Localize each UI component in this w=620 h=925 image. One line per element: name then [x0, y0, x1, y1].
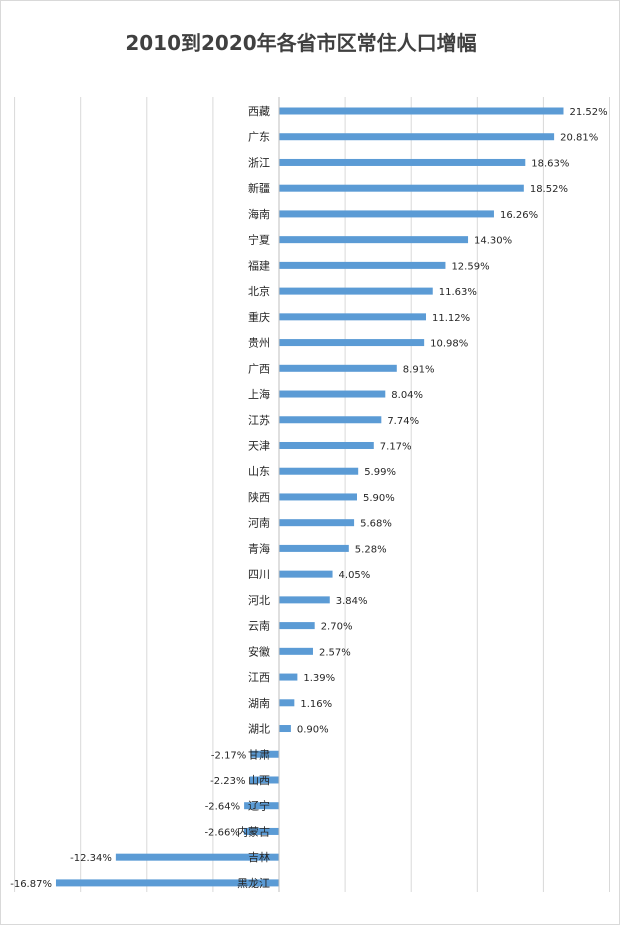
bar	[279, 287, 433, 295]
data-label: 2.57%	[319, 647, 351, 658]
data-label: 2.70%	[321, 622, 353, 633]
bar	[279, 519, 355, 527]
data-label: 7.17%	[380, 441, 412, 452]
bar	[279, 364, 397, 372]
bar	[279, 184, 524, 192]
data-label: 10.98%	[430, 339, 468, 350]
bar	[279, 158, 526, 166]
data-label: 5.99%	[364, 467, 396, 478]
data-label: 0.90%	[297, 725, 329, 736]
data-label: 1.39%	[303, 673, 335, 684]
bar	[279, 133, 555, 141]
bar	[279, 313, 427, 321]
bar	[279, 236, 469, 244]
data-label: -2.17%	[211, 750, 246, 761]
category-label: 内蒙古	[237, 824, 270, 838]
data-label: 1.16%	[300, 699, 332, 710]
data-label: 5.90%	[363, 493, 395, 504]
bar	[249, 776, 279, 784]
bar	[279, 107, 564, 115]
category-label: 山东	[248, 465, 270, 478]
data-label: 4.05%	[339, 570, 371, 581]
data-label: -16.87%	[10, 879, 52, 890]
bar	[279, 390, 386, 398]
data-label: 20.81%	[560, 133, 598, 144]
data-label: 18.52%	[530, 184, 568, 195]
data-label: 7.74%	[387, 416, 419, 427]
bar	[279, 596, 330, 604]
category-label: 贵州	[248, 337, 270, 350]
data-label: 8.04%	[391, 390, 423, 401]
bar	[279, 699, 295, 707]
category-label: 甘肃	[248, 748, 270, 761]
bar	[115, 853, 279, 861]
bar	[279, 544, 349, 552]
bar	[279, 493, 357, 501]
category-label: 辽宁	[248, 799, 270, 813]
data-label: 5.28%	[355, 544, 387, 555]
category-label: 陕西	[248, 490, 270, 504]
category-label: 江苏	[248, 414, 270, 427]
category-label: 重庆	[248, 310, 270, 324]
data-label: 5.68%	[360, 519, 392, 530]
data-label: 11.63%	[439, 287, 477, 298]
category-label: 黑龙江	[237, 877, 270, 890]
bar	[279, 210, 494, 218]
category-label: 广东	[248, 131, 270, 144]
category-label: 江西	[248, 671, 270, 684]
data-label: -12.34%	[70, 853, 112, 864]
category-label: 山西	[248, 774, 270, 787]
data-label: 12.59%	[451, 261, 489, 272]
bar	[279, 339, 425, 347]
bar	[243, 827, 279, 835]
bar	[55, 879, 279, 887]
category-label: 宁夏	[248, 233, 270, 247]
bar	[279, 441, 374, 449]
data-label: 21.52%	[569, 107, 607, 118]
bar	[279, 261, 446, 269]
bar	[279, 416, 382, 424]
category-label: 广西	[248, 362, 270, 375]
category-label: 福建	[248, 258, 270, 272]
bar	[250, 750, 279, 758]
category-label: 河北	[248, 594, 270, 607]
data-label: 18.63%	[531, 158, 569, 169]
chart-title: 2010到2020年各省市区常住人口增幅	[125, 31, 477, 55]
category-label: 河南	[248, 517, 270, 530]
bar	[279, 647, 313, 655]
bar	[279, 570, 333, 578]
bar	[279, 622, 315, 630]
data-label: 16.26%	[500, 210, 538, 221]
category-label: 天津	[248, 439, 270, 452]
category-label: 安徽	[248, 644, 270, 658]
category-label: 海南	[248, 207, 270, 221]
data-label: -2.23%	[210, 776, 245, 787]
data-label: 3.84%	[336, 596, 368, 607]
category-label: 湖北	[248, 723, 270, 736]
bar	[279, 725, 291, 733]
category-label: 云南	[248, 620, 270, 633]
bar	[279, 467, 359, 475]
category-label: 青海	[248, 541, 270, 555]
data-label: 11.12%	[432, 313, 470, 324]
category-label: 四川	[248, 568, 270, 581]
data-label: -2.64%	[205, 802, 240, 813]
bar	[244, 802, 279, 810]
category-label: 新疆	[248, 181, 270, 195]
bar	[279, 673, 298, 681]
category-label: 上海	[248, 387, 270, 401]
data-label: 14.30%	[474, 236, 512, 247]
category-label: 湖南	[248, 697, 270, 710]
category-label: 西藏	[248, 105, 270, 118]
category-label: 浙江	[248, 156, 270, 169]
category-label: 北京	[248, 284, 270, 298]
category-label: 吉林	[248, 850, 270, 864]
data-label: 8.91%	[403, 364, 435, 375]
data-label: -2.66%	[204, 827, 239, 838]
